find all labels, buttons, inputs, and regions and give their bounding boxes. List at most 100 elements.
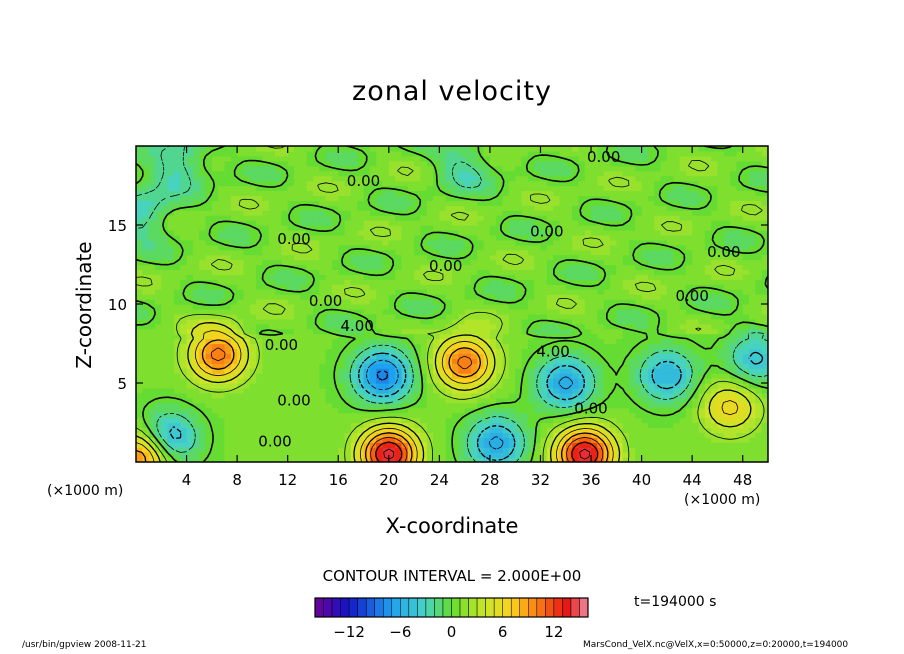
field-cell [591, 279, 598, 285]
field-cell [338, 225, 346, 231]
field-cell [268, 457, 276, 462]
field-cell [565, 457, 573, 462]
field-cell [483, 397, 491, 404]
field-cell [275, 284, 282, 290]
field-cell [167, 318, 175, 325]
field-cell [591, 308, 598, 315]
field-cell [698, 225, 706, 231]
field-cell [458, 397, 466, 404]
field-cell [711, 378, 719, 384]
field-cell [515, 294, 523, 300]
field-cell [325, 279, 333, 285]
field-cell [224, 244, 232, 251]
field-cell [761, 294, 768, 300]
field-cell [319, 284, 327, 290]
field-cell [350, 284, 358, 290]
field-cell [464, 412, 472, 419]
field-cell [401, 294, 409, 300]
field-cell [647, 249, 655, 256]
field-cell [445, 348, 453, 354]
field-cell [723, 225, 731, 231]
field-cell [319, 244, 327, 251]
field-cell [584, 412, 592, 419]
field-cell [205, 402, 213, 409]
field-cell [211, 234, 219, 241]
field-cell [325, 343, 333, 350]
field-cell [306, 437, 314, 443]
field-cell [414, 289, 421, 295]
field-cell [546, 442, 554, 448]
field-cell [749, 387, 756, 394]
field-cell [641, 397, 649, 404]
field-cell [300, 279, 308, 285]
field-cell [515, 452, 523, 458]
field-cell [401, 304, 409, 310]
field-cell [534, 427, 542, 433]
field-cell [249, 313, 257, 320]
field-cell [445, 279, 453, 285]
field-cell [186, 269, 194, 275]
field-cell [401, 239, 409, 246]
field-cell [173, 432, 181, 438]
field-cell [420, 373, 428, 379]
field-cell [527, 392, 535, 399]
field-cell [666, 368, 674, 374]
field-cell [559, 239, 567, 246]
field-cell [635, 422, 643, 429]
field-cell [376, 229, 384, 236]
field-cell [660, 373, 668, 379]
field-cell [489, 299, 497, 305]
field-cell [540, 259, 548, 266]
field-cell [685, 373, 693, 379]
field-cell [628, 284, 636, 290]
field-cell [211, 437, 219, 443]
field-cell [660, 279, 668, 285]
field-cell [628, 437, 636, 443]
field-cell [635, 397, 643, 404]
field-cell [211, 442, 219, 448]
field-cell [224, 294, 232, 300]
field-cell [331, 229, 339, 236]
field-cell [350, 264, 358, 271]
field-cell [489, 229, 497, 236]
field-cell [496, 304, 504, 310]
field-cell [464, 402, 472, 409]
field-cell [515, 318, 523, 325]
field-cell [414, 249, 421, 256]
field-cell [268, 432, 276, 438]
field-cell [414, 328, 421, 335]
field-cell [376, 323, 384, 330]
field-cell [401, 318, 409, 325]
field-cell [527, 259, 535, 266]
field-cell [407, 328, 415, 335]
field-cell [540, 392, 548, 399]
field-cell [742, 397, 750, 404]
field-cell [647, 229, 655, 236]
field-cell [660, 343, 668, 350]
field-cell [395, 259, 403, 266]
field-cell [249, 264, 257, 271]
field-cell [357, 239, 365, 246]
field-cell [186, 427, 194, 433]
field-cell [237, 289, 245, 295]
field-cell [673, 397, 681, 404]
field-cell [401, 437, 409, 443]
field-cell [275, 225, 282, 231]
field-cell [508, 348, 516, 354]
field-cell [300, 323, 308, 330]
field-cell [489, 289, 497, 295]
field-cell [256, 392, 263, 399]
field-cell [635, 244, 643, 251]
field-cell [237, 407, 245, 414]
field-cell [572, 299, 579, 305]
field-cell [414, 457, 421, 462]
field-cell [256, 274, 263, 280]
field-cell [338, 368, 346, 374]
field-cell [572, 264, 579, 271]
field-cell [477, 417, 485, 424]
field-cell [369, 318, 377, 325]
field-cell [540, 264, 548, 271]
field-cell [578, 378, 586, 384]
field-cell [761, 432, 768, 438]
field-cell [502, 358, 510, 364]
